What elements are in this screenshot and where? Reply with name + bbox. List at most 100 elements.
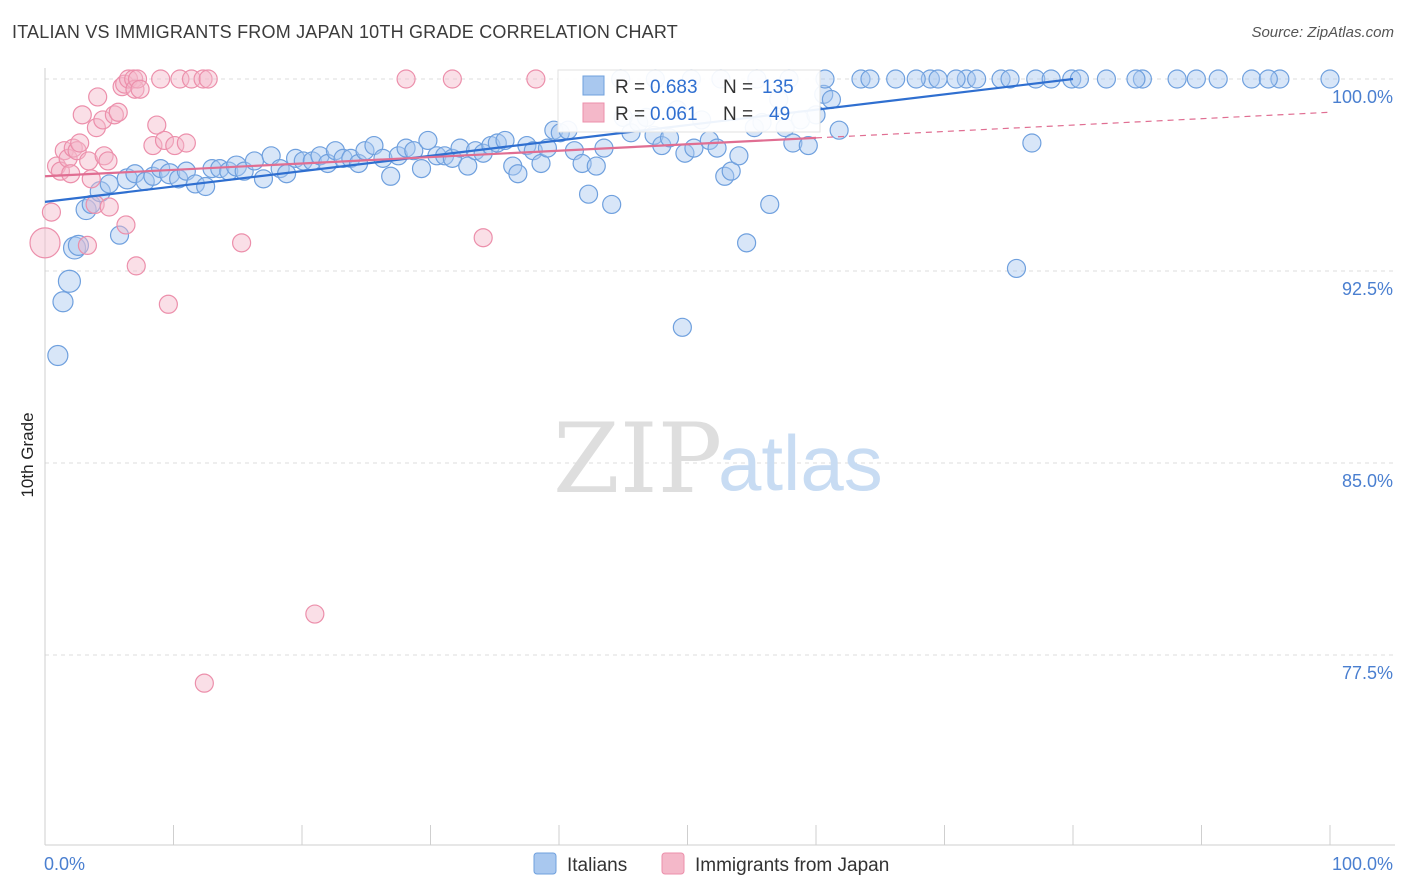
japan-trend-line-extension (815, 111, 1331, 139)
italians-point-63 (537, 138, 558, 158)
x-tick-label-0: 0.0% (44, 854, 85, 874)
italians-point-45 (404, 141, 424, 161)
japan-point-36 (158, 294, 178, 314)
japan-point-30 (126, 256, 146, 276)
japan-point-19 (98, 151, 118, 171)
italians-point-57 (495, 130, 515, 151)
italians-point-113 (956, 69, 976, 89)
italians-point-128 (1186, 69, 1206, 89)
data-points (29, 69, 1340, 693)
italians-point-44 (396, 138, 416, 158)
legend-n-value-italians: 135 (762, 77, 794, 98)
italians-point-120 (1208, 69, 1228, 89)
japan-point-0 (29, 227, 61, 259)
legend-n-value-japan: 49 (769, 104, 790, 125)
italians-point-92 (760, 194, 780, 215)
italians-point-88 (729, 146, 749, 166)
japan-point-48 (473, 228, 493, 248)
bottom-legend-label-japan[interactable]: Immigrants from Japan (695, 855, 889, 876)
japan-point-38 (170, 69, 190, 89)
legend-swatch-italians (582, 75, 605, 96)
legend-r-value-italians: 0.683 (650, 77, 698, 98)
italians-point-119 (1167, 69, 1187, 89)
italians-point-9 (109, 225, 130, 245)
watermark-atlas: atlas (718, 419, 883, 507)
japan-point-32 (143, 135, 163, 156)
italians-point-132 (946, 69, 966, 89)
italians-point-127 (1126, 69, 1146, 89)
legend-n-label-japan: N = (723, 104, 753, 125)
bottom-legend-swatch-italians[interactable] (533, 852, 557, 875)
japan-point-9 (70, 133, 90, 153)
y-tick-labels: 100.0% 92.5% 85.0% 77.5% (1332, 87, 1393, 683)
italians-point-46 (411, 159, 432, 179)
italians-trend-line (44, 77, 1074, 203)
italians-point-102 (672, 317, 692, 337)
italians-point-19 (196, 176, 216, 197)
japan-point-44 (232, 233, 252, 253)
x-tick-labels: 0.0% 100.0% (44, 854, 1393, 874)
axes (44, 68, 1395, 846)
italians-point-124 (967, 69, 987, 89)
japan-point-13 (81, 169, 101, 189)
legend-r-label-italians: R = (615, 77, 645, 98)
legend-n-label-italians: N = (723, 77, 753, 98)
japan-point-18 (94, 146, 114, 166)
japan-point-24 (115, 74, 135, 94)
italians-point-69 (578, 184, 599, 204)
source-label[interactable]: Source: ZipAtlas.com (1251, 24, 1394, 41)
y-tick-label-1: 92.5% (1342, 279, 1393, 299)
italians-point-117 (1096, 69, 1117, 89)
japan-point-31 (130, 79, 150, 99)
watermark-zip: ZIP (553, 403, 722, 515)
japan-trend-line (44, 136, 817, 178)
watermark: ZIP atlas (553, 403, 883, 515)
italians-point-8 (99, 174, 119, 194)
italians-point-47 (418, 130, 438, 151)
italians-point-68 (572, 153, 592, 174)
japan-point-42 (198, 69, 218, 89)
japan-point-40 (181, 69, 202, 89)
japan-point-10 (72, 105, 92, 125)
italians-point-136 (1258, 69, 1278, 89)
japan-point-45 (305, 604, 325, 624)
italians-point-97 (798, 135, 818, 156)
japan-point-17 (93, 110, 113, 130)
japan-point-16 (88, 87, 108, 107)
italians-point-131 (928, 69, 948, 89)
y-tick-label-0: 100.0% (1332, 87, 1393, 107)
italians-point-130 (906, 69, 926, 89)
chart-title: ITALIAN VS IMMIGRANTS FROM JAPAN 10TH GR… (12, 22, 678, 42)
italians-point-42 (381, 166, 401, 186)
italians-point-122 (1270, 69, 1290, 89)
y-tick-label-2: 85.0% (1342, 471, 1393, 491)
italians-point-89 (737, 233, 757, 253)
italians-point-121 (1242, 69, 1262, 89)
japan-point-47 (442, 69, 462, 89)
italians-point-70 (586, 156, 606, 176)
stats-legend: R = 0.683 N = 135 R = 0.061 N = 49 (557, 69, 821, 133)
japan-point-43 (194, 673, 214, 693)
italians-point-112 (920, 69, 940, 89)
italians-point-118 (1132, 69, 1152, 89)
italians-point-129 (860, 69, 880, 89)
italians-point-1 (52, 291, 74, 313)
italians-point-0 (47, 344, 69, 367)
italians-point-100 (821, 89, 842, 110)
x-tick-label-1: 100.0% (1332, 854, 1393, 874)
italians-point-125 (1041, 69, 1061, 89)
japan-point-22 (108, 102, 128, 122)
japan-point-15 (86, 118, 107, 138)
italians-point-2 (57, 269, 82, 293)
italians-point-35 (325, 141, 346, 161)
japan-point-20 (99, 197, 119, 217)
japan-point-37 (165, 135, 185, 156)
bottom-legend-swatch-japan[interactable] (661, 852, 685, 875)
bottom-legend-label-italians[interactable]: Italians (567, 855, 627, 876)
japan-point-1 (41, 202, 62, 222)
italians-point-52 (458, 156, 478, 176)
japan-point-34 (151, 69, 171, 89)
legend-r-label-japan: R = (615, 104, 645, 125)
italians-point-36 (333, 148, 353, 168)
